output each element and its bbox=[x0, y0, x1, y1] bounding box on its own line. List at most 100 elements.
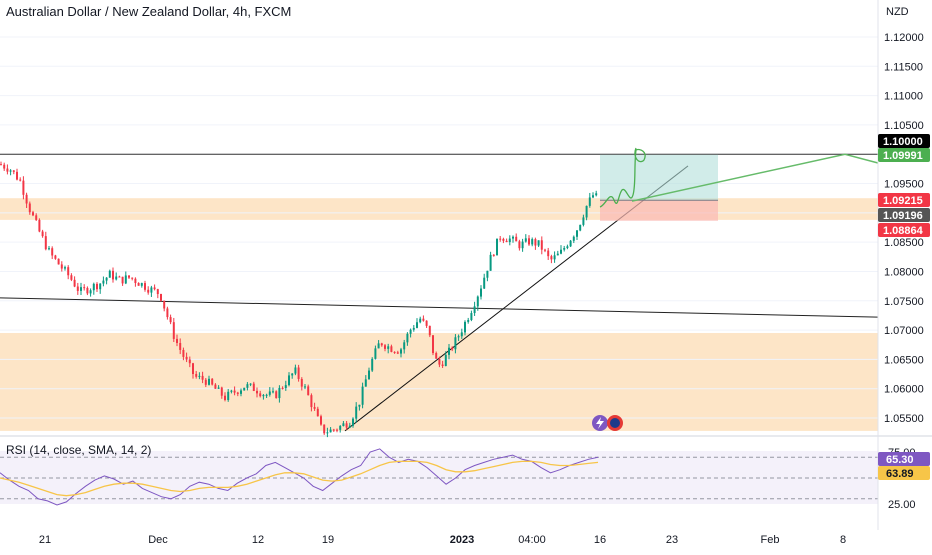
candle bbox=[112, 267, 114, 283]
x-tick-label: 23 bbox=[666, 534, 678, 546]
candle-body bbox=[137, 283, 140, 286]
candle-body bbox=[380, 343, 383, 346]
candle-body bbox=[502, 238, 505, 241]
candle bbox=[528, 235, 530, 246]
candle bbox=[307, 384, 310, 396]
candle bbox=[188, 356, 191, 368]
candle-body bbox=[265, 394, 268, 396]
candle bbox=[224, 392, 226, 402]
candle bbox=[134, 277, 137, 287]
candle bbox=[595, 190, 598, 197]
candle bbox=[256, 387, 258, 398]
candle-body bbox=[134, 278, 137, 284]
candle-body bbox=[496, 238, 498, 256]
candle-body bbox=[448, 347, 450, 355]
candle-body bbox=[128, 275, 130, 278]
candle bbox=[6, 164, 9, 175]
currency-label: NZD bbox=[886, 6, 909, 18]
candle-body bbox=[73, 279, 76, 287]
candle bbox=[419, 316, 422, 324]
candle-body bbox=[252, 383, 255, 391]
candle-body bbox=[288, 375, 290, 386]
candle-body bbox=[278, 387, 281, 399]
candle bbox=[54, 254, 57, 260]
candle-body bbox=[540, 240, 543, 250]
candle-body bbox=[432, 335, 434, 354]
candle bbox=[230, 389, 233, 394]
candle-body bbox=[67, 267, 70, 276]
candle bbox=[483, 273, 486, 289]
candle bbox=[396, 350, 399, 355]
candle bbox=[473, 301, 476, 316]
candle-body bbox=[144, 283, 146, 290]
candle-body bbox=[54, 255, 57, 259]
candle-body bbox=[3, 164, 6, 169]
candle-body bbox=[560, 249, 562, 254]
candle-body bbox=[470, 313, 473, 321]
candle-body bbox=[480, 288, 482, 297]
candle bbox=[320, 414, 322, 426]
candle bbox=[156, 288, 159, 299]
candle-body bbox=[80, 287, 82, 291]
candle-body bbox=[531, 239, 534, 245]
candle-body bbox=[172, 322, 175, 339]
candle bbox=[563, 245, 566, 252]
candle-body bbox=[0, 164, 2, 166]
candle bbox=[550, 254, 553, 264]
candle-body bbox=[547, 250, 550, 257]
candle bbox=[217, 385, 220, 389]
candle-body bbox=[182, 349, 185, 357]
candle-body bbox=[96, 283, 98, 290]
candle-body bbox=[342, 423, 345, 427]
price-tag bbox=[878, 208, 930, 222]
candle bbox=[243, 387, 246, 391]
candle bbox=[403, 339, 406, 354]
candle bbox=[576, 229, 578, 240]
candle-body bbox=[112, 270, 114, 280]
candle bbox=[131, 277, 134, 281]
candle bbox=[35, 213, 38, 221]
candle bbox=[182, 347, 185, 361]
candle bbox=[252, 381, 255, 392]
price-tag bbox=[878, 134, 930, 148]
candle bbox=[582, 214, 585, 227]
candle bbox=[371, 357, 374, 372]
lightning-glyph-icon bbox=[596, 417, 604, 429]
candle-body bbox=[60, 264, 63, 269]
candle bbox=[73, 276, 76, 288]
candle bbox=[19, 177, 22, 182]
candle-body bbox=[284, 385, 287, 389]
candle bbox=[262, 393, 265, 400]
candle bbox=[16, 168, 18, 181]
candle bbox=[448, 343, 450, 360]
x-tick-label: 8 bbox=[840, 534, 846, 546]
candle bbox=[233, 386, 236, 396]
candle bbox=[288, 372, 290, 387]
candle-body bbox=[409, 329, 412, 334]
candle-body bbox=[105, 277, 108, 281]
candle bbox=[105, 277, 108, 285]
candle-body bbox=[179, 342, 182, 350]
candle-body bbox=[300, 378, 303, 387]
candle bbox=[537, 240, 540, 248]
candle bbox=[208, 375, 210, 386]
y-tick-label: 1.10500 bbox=[884, 120, 924, 132]
candle-body bbox=[550, 256, 553, 260]
candle bbox=[160, 293, 162, 302]
candle bbox=[432, 335, 434, 356]
candle-body bbox=[486, 270, 489, 278]
candle-body bbox=[476, 296, 479, 307]
candle-body bbox=[51, 248, 54, 256]
candle-body bbox=[364, 379, 367, 387]
candle-body bbox=[352, 418, 354, 426]
candle-body bbox=[246, 384, 249, 388]
price-tag bbox=[878, 148, 930, 162]
candle bbox=[86, 286, 89, 296]
candle bbox=[332, 428, 335, 432]
candle-body bbox=[348, 425, 351, 428]
candle-body bbox=[569, 240, 572, 247]
candle-body bbox=[236, 392, 239, 394]
candle bbox=[246, 382, 249, 391]
